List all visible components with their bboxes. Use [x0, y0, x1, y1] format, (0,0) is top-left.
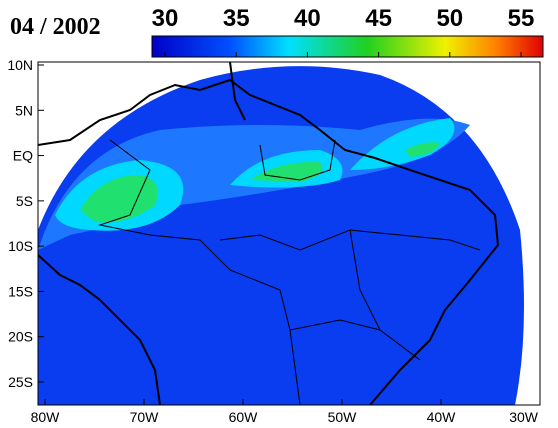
colorbar-tick-label: 55 [508, 5, 535, 32]
lat-label: EQ [13, 148, 33, 164]
lon-label: 70W [130, 409, 160, 425]
map-frame [37, 61, 541, 406]
lon-label: 30W [509, 409, 539, 425]
colorbar-tick-label: 35 [223, 5, 250, 32]
field-green [405, 142, 440, 157]
field-cyan [350, 118, 455, 170]
colorbar-tick-label: 30 [152, 5, 179, 32]
lat-label: 15S [8, 283, 33, 299]
field-green [250, 161, 323, 182]
lon-label: 80W [31, 409, 61, 425]
borders [98, 139, 481, 405]
lat-label: 25S [8, 374, 33, 390]
lat-label: 5S [16, 193, 33, 209]
coastlines [38, 62, 500, 405]
title: 04 / 2002 [10, 14, 101, 40]
colorbar-tick-label: 50 [436, 5, 463, 32]
map-area [38, 62, 540, 405]
lon-label: 60W [229, 409, 259, 425]
lat-label: 10N [7, 57, 33, 73]
lon-label: 40W [427, 409, 457, 425]
lat-label: 10S [8, 238, 33, 254]
lon-label: 50W [328, 409, 358, 425]
colorbar [151, 35, 544, 58]
field-green [80, 175, 158, 223]
colorbar-tick-label: 40 [294, 5, 321, 32]
lat-label: 5N [15, 102, 33, 118]
colorbar-tick-label: 45 [365, 5, 392, 32]
lat-label: 20S [8, 329, 33, 345]
